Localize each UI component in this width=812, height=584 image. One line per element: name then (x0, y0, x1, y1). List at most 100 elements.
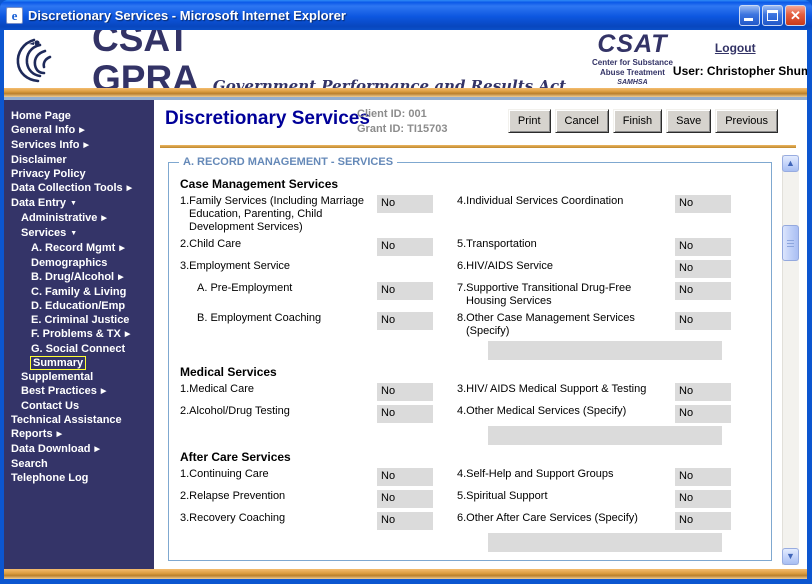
sidebar-item-c-family-living[interactable]: C. Family & Living (4, 285, 154, 299)
sidebar-item-privacy-policy[interactable]: Privacy Policy (4, 167, 154, 181)
field-value: No (675, 468, 731, 486)
sidebar-item-data-download[interactable]: Data Download ▶ (4, 442, 154, 457)
csat-seal-line2: Abuse Treatment (600, 68, 665, 77)
field-value: No (675, 282, 731, 300)
user-block: Logout User: Christopher Shumway (673, 41, 807, 78)
sidebar-item-data-entry[interactable]: Data Entry ▼ (4, 196, 154, 211)
sidebar-item-f-problems-tx[interactable]: F. Problems & TX ▶ (4, 327, 154, 342)
minimize-button[interactable] (739, 4, 760, 26)
app-header: CSAT GPRA Government Performance and Res… (4, 30, 807, 99)
page: CSAT GPRA Government Performance and Res… (4, 30, 807, 579)
save-button[interactable]: Save (666, 109, 712, 133)
sidebar-item-reports[interactable]: Reports ▶ (4, 427, 154, 442)
cancel-button[interactable]: Cancel (554, 109, 609, 133)
field-label: 6.Other After Care Services (Specify) (457, 512, 638, 524)
sidebar-item-label: Best Practices (21, 385, 97, 397)
sidebar-item-summary[interactable]: Summary (4, 356, 154, 370)
submenu-right-arrow-icon: ▶ (124, 331, 131, 338)
sidebar-item-contact-us[interactable]: Contact Us (4, 399, 154, 413)
field-value: No (377, 195, 433, 213)
field-value: No (675, 490, 731, 508)
toolbar: Print Cancel Finish Save Previous (507, 109, 778, 133)
bottom-gold-bar (4, 569, 807, 579)
field-label: 3.Recovery Coaching (180, 512, 286, 524)
sidebar-item-d-education-emp[interactable]: D. Education/Emp (4, 299, 154, 313)
sidebar-item-search[interactable]: Search (4, 457, 154, 471)
fieldset-legend: A. RECORD MANAGEMENT - SERVICES (183, 156, 394, 168)
field-value: No (675, 260, 731, 278)
previous-button[interactable]: Previous (715, 109, 778, 133)
field-label: 1.Medical Care (180, 383, 254, 395)
submenu-right-arrow-icon: ▶ (119, 245, 125, 252)
submenu-right-arrow-icon: ▶ (101, 215, 107, 222)
sidebar-nav: Home Page General Info ▶ Services Info ▶ Disc… (4, 100, 154, 569)
field-rows: 1.Medical Care No 3.HIV/ AIDS Medical Supp… (177, 383, 763, 423)
print-button[interactable]: Print (507, 109, 551, 133)
sidebar-item-label: Services Info (11, 139, 80, 151)
submenu-right-arrow-icon: ▶ (118, 274, 124, 281)
sidebar-item-label: Administrative (21, 212, 98, 224)
field-rows: 1.Continuing Care No 4.Self-Help and Suppo… (177, 468, 763, 530)
field-label: A. Pre-Employment (197, 282, 293, 294)
submenu-right-arrow-icon: ▶ (83, 142, 89, 149)
sidebar-item-data-collection-tools[interactable]: Data Collection Tools ▶ (4, 181, 154, 196)
submenu-right-arrow-icon: ▶ (126, 185, 133, 192)
field-value: No (377, 282, 433, 300)
close-button[interactable]: ✕ (785, 4, 806, 26)
sidebar-item-label: F. Problems & TX (31, 328, 121, 340)
field-value: No (377, 312, 433, 330)
chevron-up-icon: ▲ (786, 158, 795, 168)
submenu-down-arrow-icon: ▼ (70, 230, 78, 237)
field-label: 2.Relapse Prevention (180, 490, 286, 502)
grant-id: Grant ID: TI15703 (357, 123, 448, 135)
field-value: No (377, 468, 433, 486)
sidebar-item-supplemental[interactable]: Supplemental (4, 370, 154, 384)
sidebar-item-label: B. Drug/Alcohol (31, 271, 115, 283)
sidebar-item-label: Reports (11, 428, 53, 440)
sidebar-item-administrative[interactable]: Administrative ▶ (4, 211, 154, 226)
vertical-scrollbar[interactable]: ▲ ▼ (782, 155, 799, 565)
sidebar-item-telephone-log[interactable]: Telephone Log (4, 471, 154, 485)
blue-divider-line (4, 97, 807, 100)
window-title: Discretionary Services - Microsoft Inter… (28, 7, 346, 23)
gold-horizontal-rule (160, 145, 796, 148)
sidebar-item-services-info[interactable]: Services Info ▶ (4, 138, 154, 153)
field-rows: 1.Family Services (Including Marriage Ed… (177, 195, 763, 338)
field-value: No (675, 405, 731, 423)
sidebar-item-technical-assistance[interactable]: Technical Assistance (4, 413, 154, 427)
sidebar-item-a-record-mgmt[interactable]: A. Record Mgmt ▶ (4, 241, 154, 256)
maximize-icon (767, 9, 778, 21)
sidebar-item-e-criminal-justice[interactable]: E. Criminal Justice (4, 313, 154, 327)
csat-seal-line3: SAMHSA (617, 79, 648, 86)
sidebar-item-general-info[interactable]: General Info ▶ (4, 123, 154, 138)
specify-field (488, 426, 722, 445)
sidebar-item-g-social-connect[interactable]: G. Social Connect (4, 342, 154, 356)
field-label: 4.Self-Help and Support Groups (457, 468, 614, 480)
sidebar-item-b-drug-alcohol[interactable]: B. Drug/Alcohol ▶ (4, 270, 154, 285)
sidebar-item-demographics[interactable]: Demographics (4, 256, 154, 270)
sidebar-item-label: Services (21, 227, 67, 239)
finish-button[interactable]: Finish (612, 109, 663, 133)
sidebar-item-home-page[interactable]: Home Page (4, 109, 154, 123)
maximize-button[interactable] (762, 4, 783, 26)
chevron-down-icon: ▼ (786, 551, 795, 561)
submenu-down-arrow-icon: ▼ (70, 200, 77, 207)
brand-block: CSAT GPRA Government Performance and Res… (92, 30, 566, 99)
minimize-icon (744, 17, 753, 21)
sidebar-item-label: Disclaimer (11, 154, 67, 166)
field-value: No (377, 490, 433, 508)
client-grant-ids: Client ID: 001 Grant ID: TI15703 (357, 107, 447, 137)
sidebar-item-label: Search (11, 458, 48, 470)
scroll-down-button[interactable]: ▼ (782, 548, 799, 565)
scrollbar-thumb[interactable] (782, 225, 799, 261)
sidebar-item-best-practices[interactable]: Best Practices ▶ (4, 384, 154, 399)
main-content: Discretionary Services Client ID: 001 Gr… (154, 100, 807, 569)
sidebar-item-label: G. Social Connect (31, 343, 126, 355)
sidebar-item-disclaimer[interactable]: Disclaimer (4, 153, 154, 167)
scroll-up-button[interactable]: ▲ (782, 155, 799, 172)
logout-link[interactable]: Logout (714, 40, 756, 55)
sidebar-item-label: C. Family & Living (31, 286, 127, 298)
sidebar-item-services[interactable]: Services ▼ (4, 226, 154, 241)
scrollbar-track[interactable] (782, 155, 799, 565)
csat-seal-acronym: CSAT (597, 30, 668, 58)
